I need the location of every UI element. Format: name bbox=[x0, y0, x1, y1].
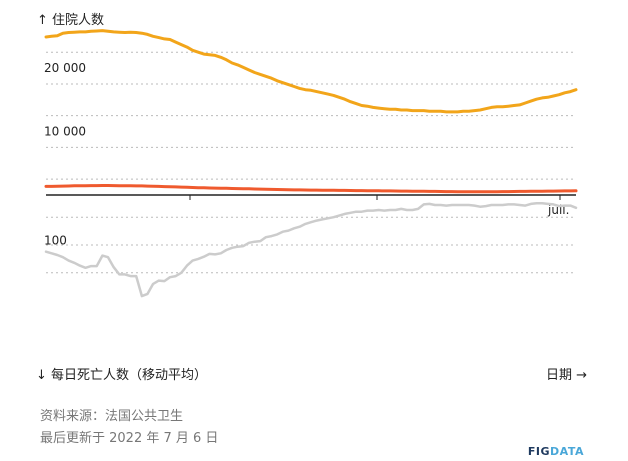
y-tick-label-bottom: 100 bbox=[44, 234, 67, 248]
y-tick-label-top: 10 000 bbox=[44, 125, 86, 139]
bottom-axis-title: ↓ 每日死亡人数（移动平均） bbox=[36, 368, 208, 383]
source-note: 资料来源：法国公共卫生 bbox=[40, 409, 184, 424]
update-note: 最后更新于 2022 年 7 月 6 日 bbox=[40, 431, 219, 446]
x-axis-title: 日期 → bbox=[546, 368, 588, 383]
figdata-logo: FIGDATA bbox=[527, 445, 584, 458]
top-axis-title: ↑ 住院人数 bbox=[37, 13, 105, 28]
series-line-hospitalized bbox=[44, 29, 578, 114]
y-tick-label-top: 20 000 bbox=[44, 61, 86, 75]
series-line-icu bbox=[44, 184, 578, 194]
series-line-deaths bbox=[44, 202, 578, 298]
